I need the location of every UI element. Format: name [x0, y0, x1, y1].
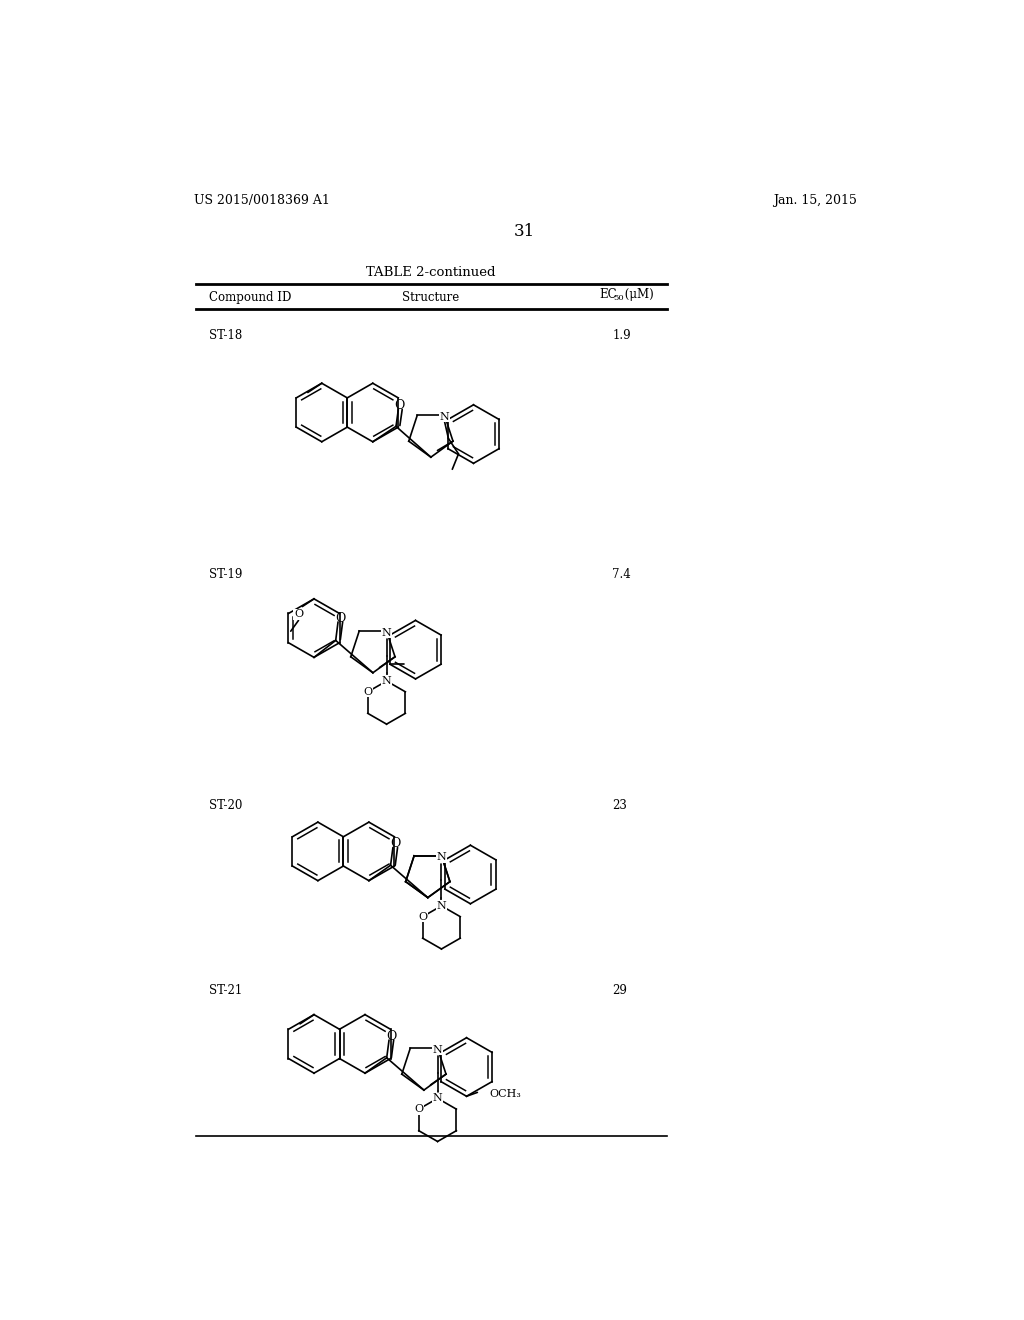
Text: Jan. 15, 2015: Jan. 15, 2015	[773, 194, 856, 207]
Text: N: N	[382, 627, 391, 638]
Text: N: N	[433, 1093, 442, 1104]
Text: O: O	[394, 399, 406, 412]
Text: N: N	[439, 412, 450, 422]
Text: 31: 31	[514, 223, 536, 240]
Text: 50: 50	[613, 294, 624, 302]
Text: N: N	[436, 853, 446, 862]
Text: TABLE 2-continued: TABLE 2-continued	[366, 265, 495, 279]
Text: OCH₃: OCH₃	[489, 1089, 521, 1100]
Text: Compound ID: Compound ID	[209, 290, 292, 304]
Text: ST-20: ST-20	[209, 799, 243, 812]
Text: O: O	[418, 912, 427, 921]
Text: (μM): (μM)	[621, 288, 653, 301]
Text: ST-21: ST-21	[209, 983, 243, 997]
Text: ST-19: ST-19	[209, 568, 243, 581]
Text: US 2015/0018369 A1: US 2015/0018369 A1	[194, 194, 330, 207]
Text: 7.4: 7.4	[612, 568, 631, 581]
Text: N: N	[433, 1045, 442, 1055]
Text: N: N	[382, 676, 391, 686]
Text: N: N	[436, 900, 446, 911]
Text: 29: 29	[612, 983, 628, 997]
Text: O: O	[415, 1104, 423, 1114]
Text: 1.9: 1.9	[612, 329, 631, 342]
Text: O: O	[294, 610, 303, 619]
Text: O: O	[335, 611, 345, 624]
Text: O: O	[364, 686, 373, 697]
Text: O: O	[390, 837, 400, 850]
Text: ST-18: ST-18	[209, 329, 243, 342]
Text: 23: 23	[612, 799, 628, 812]
Text: EC: EC	[599, 288, 616, 301]
Text: O: O	[386, 1030, 396, 1043]
Text: Structure: Structure	[401, 290, 459, 304]
